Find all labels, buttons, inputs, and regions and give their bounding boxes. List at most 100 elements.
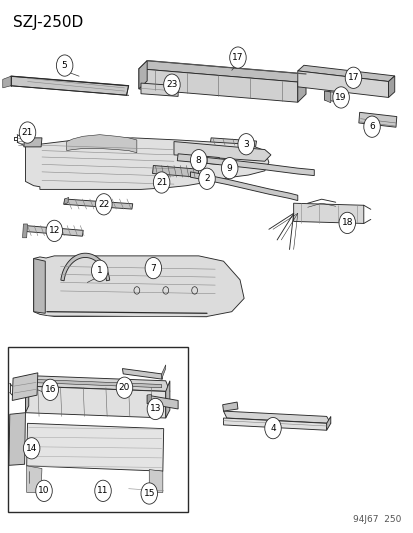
Text: 13: 13 xyxy=(150,405,161,414)
Polygon shape xyxy=(210,138,256,147)
Text: 94J67  250: 94J67 250 xyxy=(352,515,400,524)
Text: 20: 20 xyxy=(119,383,130,392)
Polygon shape xyxy=(9,413,25,465)
Circle shape xyxy=(36,480,52,502)
Circle shape xyxy=(152,263,154,266)
Text: 21: 21 xyxy=(22,128,33,137)
Text: 22: 22 xyxy=(98,200,109,209)
Text: 9: 9 xyxy=(226,164,232,173)
Polygon shape xyxy=(26,423,163,471)
Text: 23: 23 xyxy=(166,80,177,89)
Text: 8: 8 xyxy=(195,156,201,165)
Polygon shape xyxy=(324,91,347,103)
Circle shape xyxy=(145,257,161,279)
Polygon shape xyxy=(26,466,42,492)
Circle shape xyxy=(116,377,133,398)
Text: 3: 3 xyxy=(243,140,249,149)
Circle shape xyxy=(46,220,62,241)
Text: 21: 21 xyxy=(156,178,167,187)
Polygon shape xyxy=(324,91,330,103)
Text: 10: 10 xyxy=(38,486,50,495)
Polygon shape xyxy=(223,418,326,430)
Polygon shape xyxy=(358,112,396,127)
Polygon shape xyxy=(139,69,297,102)
Polygon shape xyxy=(190,172,297,200)
Polygon shape xyxy=(326,416,330,430)
Text: SZJ-250D: SZJ-250D xyxy=(13,15,83,30)
Text: 6: 6 xyxy=(368,122,374,131)
Polygon shape xyxy=(206,158,313,175)
Polygon shape xyxy=(64,199,133,209)
Circle shape xyxy=(56,55,73,76)
Polygon shape xyxy=(25,375,169,391)
Text: 2: 2 xyxy=(204,174,209,183)
Circle shape xyxy=(237,134,254,155)
Polygon shape xyxy=(25,138,268,189)
Polygon shape xyxy=(139,61,305,82)
Polygon shape xyxy=(297,74,305,102)
Polygon shape xyxy=(297,65,394,82)
Text: 5: 5 xyxy=(62,61,67,70)
Polygon shape xyxy=(25,386,165,418)
Bar xyxy=(8,348,187,512)
Polygon shape xyxy=(152,165,198,177)
Circle shape xyxy=(221,158,237,179)
Text: 11: 11 xyxy=(97,486,109,495)
Circle shape xyxy=(344,67,361,88)
Polygon shape xyxy=(297,71,388,98)
Polygon shape xyxy=(147,395,178,409)
Circle shape xyxy=(19,122,36,143)
Polygon shape xyxy=(28,379,161,387)
Circle shape xyxy=(332,87,349,108)
Text: 19: 19 xyxy=(335,93,346,102)
Circle shape xyxy=(95,480,111,502)
Circle shape xyxy=(198,168,215,189)
Text: 18: 18 xyxy=(341,219,352,228)
Polygon shape xyxy=(66,135,137,153)
Circle shape xyxy=(363,116,380,138)
Polygon shape xyxy=(139,61,147,89)
Polygon shape xyxy=(161,365,165,379)
Text: 4: 4 xyxy=(270,424,275,433)
Circle shape xyxy=(42,379,58,400)
Polygon shape xyxy=(149,470,162,492)
Circle shape xyxy=(338,212,355,233)
Circle shape xyxy=(190,150,206,171)
Circle shape xyxy=(229,47,246,68)
Text: 17: 17 xyxy=(232,53,243,62)
Circle shape xyxy=(141,483,157,504)
Circle shape xyxy=(153,172,169,193)
Polygon shape xyxy=(3,76,11,88)
Polygon shape xyxy=(173,142,270,161)
Text: 1: 1 xyxy=(97,266,102,275)
Text: 14: 14 xyxy=(26,444,37,453)
Text: 15: 15 xyxy=(143,489,154,498)
Polygon shape xyxy=(222,402,237,411)
Polygon shape xyxy=(64,197,69,204)
Polygon shape xyxy=(33,259,45,313)
Polygon shape xyxy=(223,411,330,423)
Polygon shape xyxy=(24,225,83,236)
Polygon shape xyxy=(22,224,27,238)
Polygon shape xyxy=(388,76,394,98)
Polygon shape xyxy=(24,138,42,147)
Polygon shape xyxy=(147,394,151,403)
Text: 16: 16 xyxy=(44,385,56,394)
Polygon shape xyxy=(10,76,128,95)
Circle shape xyxy=(264,417,280,439)
Polygon shape xyxy=(61,253,109,281)
Text: 7: 7 xyxy=(150,264,156,272)
Text: 17: 17 xyxy=(347,73,358,82)
Polygon shape xyxy=(25,375,28,413)
Polygon shape xyxy=(12,373,38,400)
Polygon shape xyxy=(177,154,219,165)
Polygon shape xyxy=(122,368,162,379)
Circle shape xyxy=(95,193,112,215)
Circle shape xyxy=(147,398,163,419)
Polygon shape xyxy=(33,256,244,317)
Polygon shape xyxy=(293,203,363,223)
Circle shape xyxy=(23,438,40,459)
Circle shape xyxy=(163,74,180,95)
Polygon shape xyxy=(165,381,169,418)
Polygon shape xyxy=(141,83,178,96)
